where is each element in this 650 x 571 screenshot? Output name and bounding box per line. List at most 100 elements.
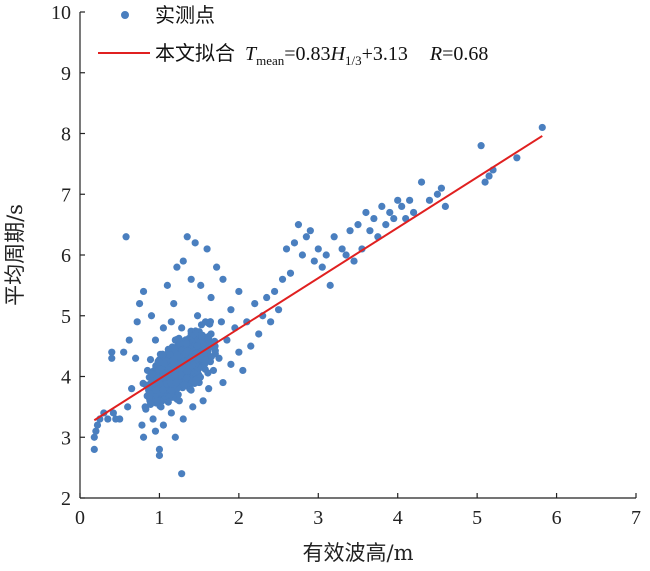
scatter-point [187,386,195,394]
scatter-point [149,415,157,423]
scatter-point [206,318,214,326]
scatter-point [247,342,255,350]
scatter-point [197,321,206,329]
scatter-point [128,385,136,393]
scatter-point [90,433,98,441]
scatter-point [425,196,434,204]
scatter-point [189,403,197,411]
legend: 实测点 本文拟合 Tmean=0.83H1/3+3.13 R=0.68 [98,3,488,68]
x-tick-label: 5 [472,507,482,529]
x-tick-label: 7 [631,507,641,529]
scatter-point [306,227,314,235]
scatter-point [191,239,199,247]
scatter-point [151,336,160,344]
scatter-point [147,312,156,320]
scatter-point [164,398,172,406]
scatter-point [366,227,374,235]
scatter-point [187,275,195,283]
scatter-point [278,275,287,283]
scatter-point [382,221,390,229]
scatter-point [104,415,112,423]
scatter-point [124,403,132,411]
scatter-point [318,263,326,271]
scatter-point [109,409,117,417]
y-tick-label: 6 [61,245,71,267]
scatter-point [120,348,128,356]
scatter-point [146,400,155,408]
scatter-point [263,293,271,302]
y-tick-label: 4 [61,367,71,389]
scatter-point [394,196,402,204]
scatter-point [197,281,205,289]
scatter-point [153,397,161,405]
scatter-point [170,360,178,368]
y-tick-label: 10 [51,2,71,24]
scatter-point [267,318,275,326]
scatter-point [139,287,148,296]
x-tick-label: 0 [75,507,85,529]
x-axis-title: 有效波高/m [303,541,414,565]
scatter-point [330,233,338,241]
legend-fit-t-sub: mean [256,53,285,68]
scatter-point [177,371,185,379]
scatter-point [152,386,160,394]
x-tick-label: 3 [313,507,323,529]
scatter-point [255,330,263,338]
scatter-point [167,318,175,326]
scatter-point [207,293,215,302]
legend-fit-prefix: 本文拟合 [155,41,235,65]
scatter-point [142,405,150,413]
scatter-point [139,433,148,441]
scatter-point [406,196,414,204]
scatter-point [213,263,221,271]
scatter-point [122,233,130,241]
scatter-point [170,345,179,353]
scatter-point [346,227,354,235]
scatter-point [410,208,418,217]
scatter-point [125,336,133,344]
y-tick-label: 8 [61,124,71,146]
scatter-point [209,366,218,375]
scatter-point [205,332,213,340]
x-tick-label: 2 [234,507,244,529]
scatter-point [251,300,259,308]
scatter-point [173,351,181,359]
scatter-point [159,421,167,429]
scatter-point [274,306,283,314]
scatter-point [167,409,175,417]
scatter-point [146,356,155,364]
scatter-point [338,245,346,253]
scatter-point [116,415,124,423]
scatter-point [217,318,225,326]
scatter-point [235,287,243,296]
scatter-point [370,214,378,223]
scatter-point [155,358,163,366]
scatter-point [201,356,209,364]
legend-fit-r-val: =0.68 [442,43,488,65]
scatter-point [239,366,247,375]
legend-fit-r: R [429,43,442,65]
legend-fit-const: +3.13 [362,43,408,65]
y-ticks: 2 3 4 5 6 7 8 9 10 [51,2,85,510]
scatter-point [90,445,98,453]
scatter-point [437,184,445,192]
scatter-point [93,421,102,429]
scatter-point [386,208,394,217]
scatter-point [538,123,546,132]
legend-fit-t: T [245,43,258,65]
scatter-point [92,427,100,435]
scatter-point [179,257,187,265]
scatter-point [204,369,212,377]
x-ticks: 0 1 2 3 4 5 6 7 [75,493,641,529]
scatter-point [182,339,190,347]
scatter-point [513,154,521,162]
scatter-point [282,245,291,253]
scatter-point [172,379,180,387]
scatter-point [417,178,426,186]
scatter-point [378,202,386,210]
fit-line-layer [93,135,543,422]
scatter-point [227,360,235,368]
scatter-point [171,371,179,379]
scatter-point [178,470,186,478]
y-tick-label: 2 [61,488,71,510]
